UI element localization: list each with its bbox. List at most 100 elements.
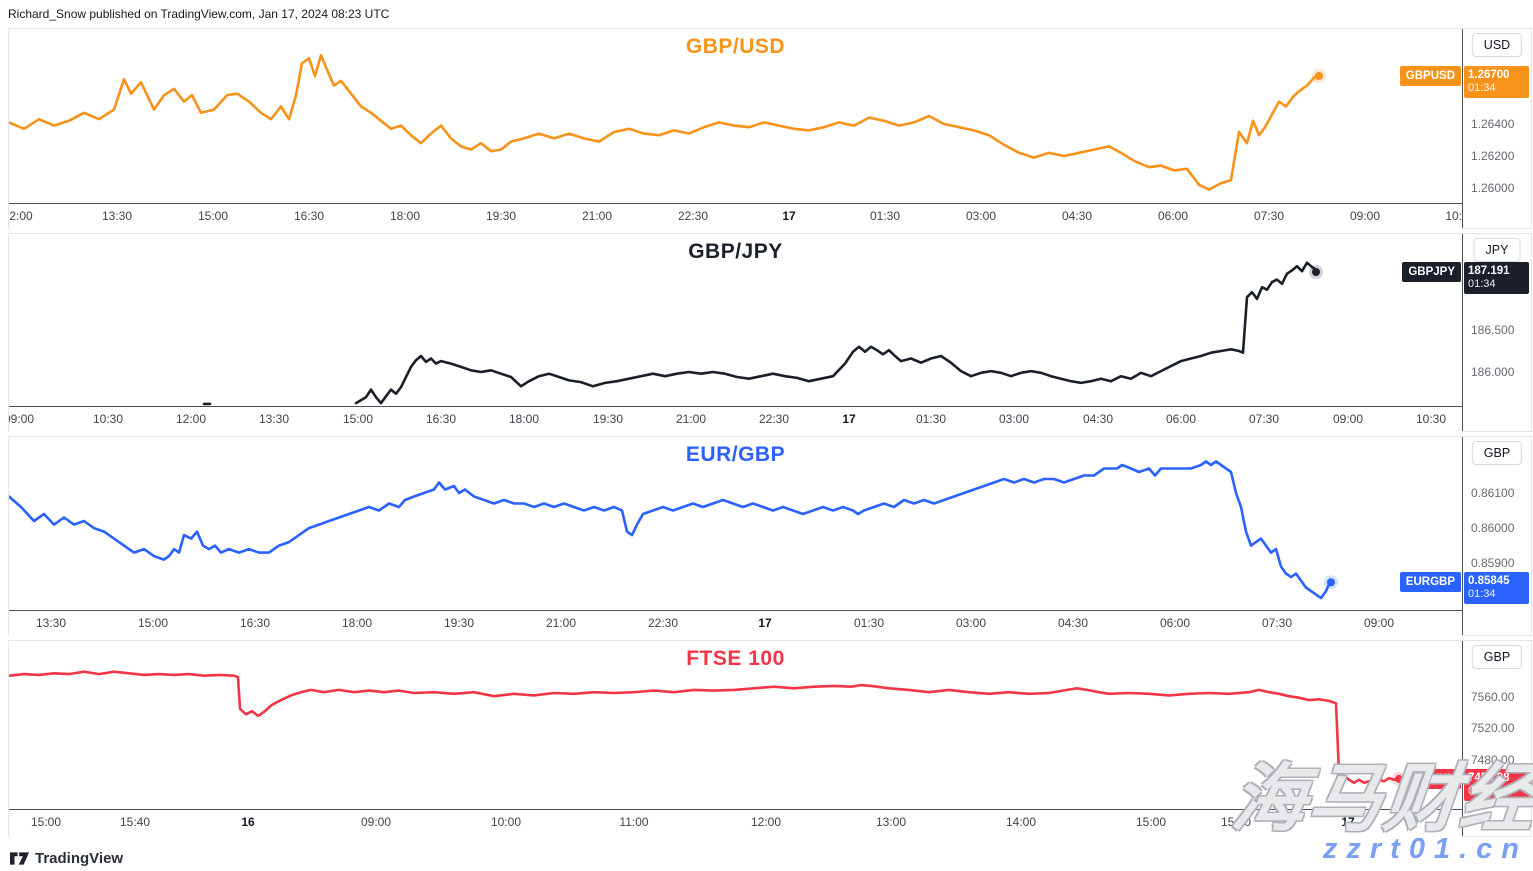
last-price-dot bbox=[1315, 72, 1323, 80]
eurgbp-title: EUR/GBP bbox=[685, 443, 786, 466]
time-tick-label: 12:00 bbox=[175, 412, 207, 426]
footer-bar: TradingView bbox=[0, 841, 1533, 871]
time-tick-label: 09:00 bbox=[1332, 412, 1364, 426]
time-tick-label: 18:00 bbox=[508, 412, 540, 426]
gbpjpy-line bbox=[354, 261, 1319, 405]
time-tick-label: 04:30 bbox=[1057, 616, 1089, 630]
eurgbp-panel: EUR/GBP EURGBP 13:30 15:00 16:30 18:00 19:30… bbox=[8, 436, 1532, 636]
time-tick-label: 13:30 bbox=[101, 209, 133, 223]
time-tick-label: 04:30 bbox=[1061, 209, 1093, 223]
time-tick-label: 2:00 bbox=[9, 209, 33, 223]
gbpjpy-last-price-badge: 187.191 01:34 bbox=[1464, 261, 1529, 294]
time-tick-label: 10:30 bbox=[1415, 412, 1447, 426]
time-tick-label: 04:30 bbox=[1082, 412, 1114, 426]
time-tick-label: 17 bbox=[758, 616, 772, 630]
time-tick-label: 13:00 bbox=[875, 815, 907, 829]
ftse-last-price-badge: 7455.98 01:34 bbox=[1464, 768, 1529, 801]
time-tick-label: 13:30 bbox=[35, 616, 67, 630]
time-tick-label: 10:30 bbox=[92, 412, 124, 426]
time-tick-label: 11:00 bbox=[619, 815, 649, 829]
time-tick-label: 09:00 bbox=[9, 412, 35, 426]
time-tick-label: 14:00 bbox=[1005, 815, 1037, 829]
time-tick-label: 16:30 bbox=[293, 209, 325, 223]
time-tick-label: 15:40 bbox=[119, 815, 151, 829]
time-tick-label: 15:40 bbox=[1220, 815, 1252, 829]
gbpjpy-time-axis: 09:00 10:30 12:00 13:30 15:00 16:30 18:00 19:30… bbox=[9, 406, 1462, 432]
price-tick-label: 186.000 bbox=[1471, 364, 1515, 379]
time-tick-label: 17 bbox=[1341, 815, 1355, 829]
time-tick-label: 17 bbox=[782, 209, 796, 223]
price-tick-label: 1.26000 bbox=[1471, 180, 1515, 195]
time-tick-label: 09:00 bbox=[360, 815, 392, 829]
last-price-dot bbox=[1395, 774, 1403, 783]
time-tick-label: 03:00 bbox=[998, 412, 1030, 426]
time-tick-label: 03:00 bbox=[955, 616, 987, 630]
eurgbp-time-axis: 13:30 15:00 16:30 18:00 19:30 21:00 22:30 17 01:… bbox=[9, 610, 1462, 636]
gbpusd-time-axis: 2:00 13:30 15:00 16:30 18:00 19:30 21:00 22:30 1… bbox=[9, 203, 1462, 229]
attribution-text: Richard_Snow published on TradingView.co… bbox=[8, 7, 390, 21]
time-tick-label: 15:00 bbox=[30, 815, 62, 829]
eurgbp-plot-area: EUR/GBP EURGBP bbox=[9, 437, 1462, 610]
ftse-currency-button[interactable]: GBP bbox=[1471, 645, 1523, 669]
gbpjpy-currency-button[interactable]: JPY bbox=[1473, 238, 1521, 262]
gbpjpy-title: GBP/JPY bbox=[688, 240, 783, 263]
time-tick-label: 15:00 bbox=[137, 616, 169, 630]
gbpusd-line-chart bbox=[9, 53, 1326, 191]
gbpusd-last-price: 1.26700 bbox=[1468, 69, 1510, 82]
time-tick-label: 06:00 bbox=[1165, 412, 1197, 426]
gbpjpy-last-price: 187.191 bbox=[1468, 264, 1510, 277]
ftse-line bbox=[9, 670, 1408, 785]
eurgbp-countdown: 01:34 bbox=[1468, 588, 1496, 601]
time-tick-label: 22:30 bbox=[647, 616, 679, 630]
time-tick-label: 17 bbox=[842, 412, 856, 426]
eurgbp-currency-button[interactable]: GBP bbox=[1471, 441, 1523, 465]
time-tick-label: 01:30 bbox=[853, 616, 885, 630]
price-tick-label: 186.500 bbox=[1471, 322, 1515, 337]
time-tick-label: 19:30 bbox=[592, 412, 624, 426]
gbpusd-currency-button[interactable]: USD bbox=[1471, 33, 1523, 57]
time-tick-label: 21:00 bbox=[581, 209, 613, 223]
gbpjpy-line-chart bbox=[202, 261, 1323, 406]
ftse-title: FTSE 100 bbox=[686, 647, 785, 670]
time-tick-label: 16:30 bbox=[239, 616, 271, 630]
time-tick-label: 07:30 bbox=[1261, 616, 1293, 630]
time-tick-label: 15:00 bbox=[197, 209, 229, 223]
price-tick-label: 0.86100 bbox=[1471, 486, 1515, 501]
time-tick-label: 09:00 bbox=[1349, 209, 1381, 223]
time-tick-label: 16:30 bbox=[425, 412, 457, 426]
time-tick-label: 10:3 bbox=[1445, 209, 1462, 223]
time-tick-label: 07:30 bbox=[1248, 412, 1280, 426]
eurgbp-line bbox=[9, 460, 1331, 600]
last-price-dot bbox=[1327, 578, 1335, 587]
ftse-panel: FTSE 100 UKX 15:00 15:40 16 09:00 10:00 11:00… bbox=[8, 640, 1532, 837]
eurgbp-last-price: 0.85845 bbox=[1468, 575, 1510, 588]
price-tick-label: 7560.00 bbox=[1471, 689, 1515, 704]
tradingview-brand-text[interactable]: TradingView bbox=[35, 850, 124, 867]
time-tick-label: 09:00 bbox=[1363, 616, 1395, 630]
time-tick-label: 21:00 bbox=[675, 412, 707, 426]
time-tick-label: 01:30 bbox=[915, 412, 947, 426]
time-tick-label: 18:00 bbox=[389, 209, 421, 223]
gbpjpy-plot-area: GBP/JPY GBPJPY bbox=[9, 234, 1462, 406]
gbpusd-panel: GBP/USD GBPUSD 2:00 13:30 15:00 16:30 18:00 1… bbox=[8, 28, 1532, 229]
last-price-dot bbox=[1312, 268, 1320, 276]
time-tick-label: 01:30 bbox=[869, 209, 901, 223]
price-tick-label: 7480.00 bbox=[1471, 752, 1515, 767]
time-tick-label: 06:00 bbox=[1157, 209, 1189, 223]
time-tick-label: 13:30 bbox=[258, 412, 290, 426]
time-tick-label: 19:30 bbox=[443, 616, 475, 630]
time-tick-label: 19:30 bbox=[485, 209, 517, 223]
price-tick-label: 1.26400 bbox=[1471, 116, 1515, 131]
price-tick-label: 1.26200 bbox=[1471, 148, 1515, 163]
tradingview-logo-icon[interactable] bbox=[10, 852, 29, 865]
price-tick-label: 7520.00 bbox=[1471, 721, 1515, 736]
ftse-last-price: 7455.98 bbox=[1468, 771, 1510, 784]
ftse-plot-area: FTSE 100 UKX bbox=[9, 641, 1462, 809]
time-tick-label: 15:00 bbox=[342, 412, 374, 426]
gbpusd-plot-area: GBP/USD GBPUSD bbox=[9, 29, 1462, 203]
gbpusd-line bbox=[9, 53, 1321, 191]
